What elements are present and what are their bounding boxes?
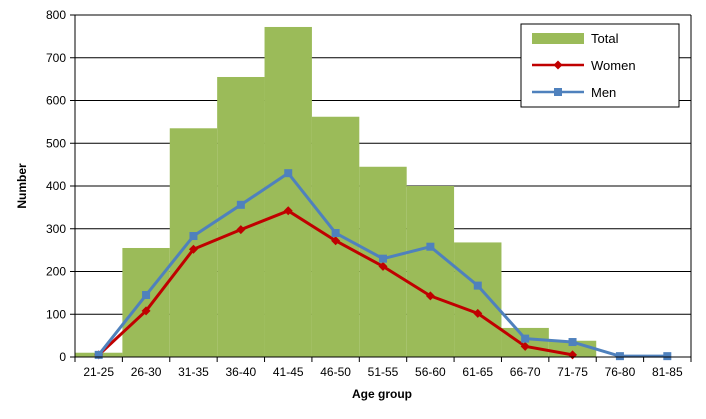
legend-total-label: Total [591,31,619,46]
y-tick-label: 500 [46,136,66,150]
legend-men-label: Men [591,85,616,100]
legend-men-marker [554,88,562,96]
x-tick-label: 81-85 [652,365,683,379]
x-tick-label: 36-40 [225,365,256,379]
women-point [283,206,293,216]
y-tick-label: 0 [59,350,66,364]
line-series [94,169,672,361]
y-tick-label: 700 [46,51,66,65]
y-tick-label: 600 [46,94,66,108]
legend-women-marker [553,60,563,70]
men-point [426,242,435,251]
x-tick-label: 41-45 [273,365,304,379]
women-point [236,225,246,235]
men-point [663,352,672,361]
y-tick-label: 300 [46,222,66,236]
x-tick-label: 56-60 [415,365,446,379]
women-point [188,244,198,254]
axes [74,14,692,362]
x-tick-label: 66-70 [510,365,541,379]
men-point [473,281,482,290]
x-tick-label: 26-30 [131,365,162,379]
women-point [331,236,341,246]
women-point [141,306,151,316]
legend-women-label: Women [591,58,636,73]
x-tick-label: 76-80 [605,365,636,379]
y-tick-label: 200 [46,265,66,279]
y-tick-label: 400 [46,179,66,193]
men-point [142,291,151,300]
men-point [331,229,340,238]
x-tick-label: 21-25 [83,365,114,379]
women-point [425,291,435,301]
men-point [284,169,293,178]
y-tick-labels: 0 100 200 300 400 500 600 700 800 [46,8,66,364]
total-bar [122,247,170,357]
women-point [520,341,530,351]
y-tick-label: 100 [46,307,66,321]
x-tick-label: 61-65 [462,365,493,379]
y-axis-title: Number [15,163,29,209]
total-bar [454,242,502,357]
men-point [568,338,577,347]
men-point [94,350,103,359]
total-bars [75,26,597,358]
x-tick-label: 31-35 [178,365,209,379]
x-tick-labels: 21-25 26-30 31-35 36-40 41-45 46-50 51-55 56-60… [83,365,683,379]
women-point [378,261,388,271]
x-tick-label: 46-50 [320,365,351,379]
men-point [379,254,387,263]
legend-total-swatch [532,33,584,44]
men-point [236,200,245,209]
y-tick-label: 800 [46,8,66,22]
women-point [473,308,483,318]
men-point [189,232,198,241]
men-point [615,352,624,361]
total-bar [406,186,455,357]
legend: Total Women Men [520,23,680,108]
x-tick-label: 71-75 [557,365,588,379]
x-axis-title: Age group [352,387,412,401]
men-point [521,334,530,343]
x-tick-label: 51-55 [368,365,399,379]
